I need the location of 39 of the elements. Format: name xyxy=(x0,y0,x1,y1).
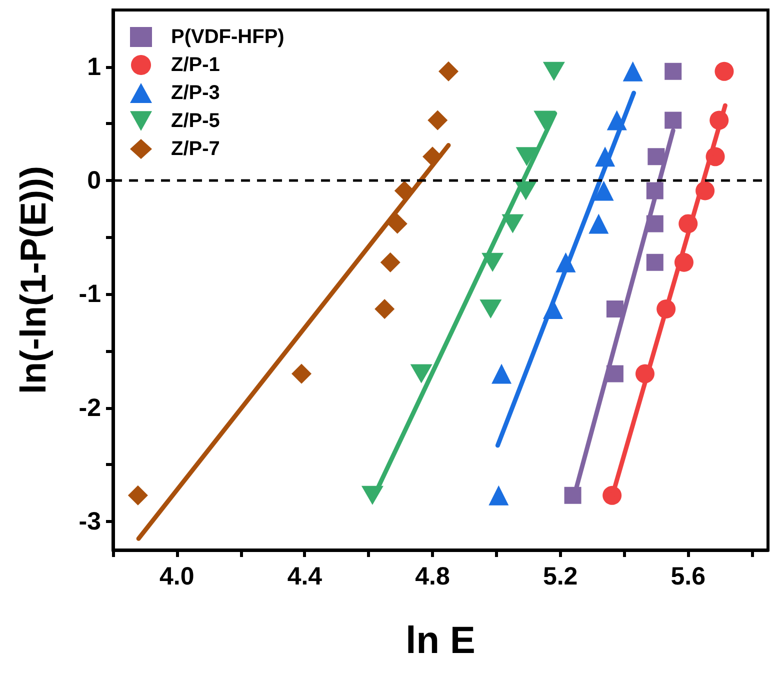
point xyxy=(606,300,624,318)
point xyxy=(714,62,734,81)
point xyxy=(292,364,312,384)
y-tick-label: -3 xyxy=(78,508,101,536)
point xyxy=(410,364,432,384)
point xyxy=(588,214,609,234)
point xyxy=(428,110,448,130)
x-axis-title: ln E xyxy=(406,620,476,662)
point xyxy=(128,485,148,506)
point xyxy=(374,298,395,319)
point xyxy=(664,62,682,80)
point xyxy=(480,299,502,318)
legend-label: Z/P-7 xyxy=(171,138,220,160)
point xyxy=(380,252,400,272)
point xyxy=(516,147,538,166)
x-tick-label: 4.0 xyxy=(160,562,194,590)
legend-label: Z/P-5 xyxy=(171,110,220,132)
point xyxy=(664,112,682,129)
point xyxy=(648,148,665,166)
legend-label: Z/P-1 xyxy=(171,54,220,76)
point xyxy=(387,214,408,234)
x-tick-label: 5.6 xyxy=(670,562,706,590)
point xyxy=(492,364,512,384)
point xyxy=(646,254,664,271)
point xyxy=(542,62,565,81)
x-tick-label: 5.2 xyxy=(542,562,578,590)
point xyxy=(594,180,614,201)
point xyxy=(622,61,643,82)
y-tick-label: -2 xyxy=(78,394,101,422)
y-tick-label: -1 xyxy=(78,280,102,308)
y-tick-label: 1 xyxy=(87,52,102,81)
legend-label: Z/P-3 xyxy=(171,82,220,104)
x-tick-label: 4.8 xyxy=(415,562,450,590)
y-tick-label: 0 xyxy=(87,166,101,195)
point xyxy=(438,61,458,82)
legend-label: P(VDF-HFP) xyxy=(171,26,284,48)
point xyxy=(488,485,509,506)
y-axis-title: ln(-ln(1-P(E))) xyxy=(12,166,54,394)
x-tick-label: 4.4 xyxy=(287,562,322,590)
